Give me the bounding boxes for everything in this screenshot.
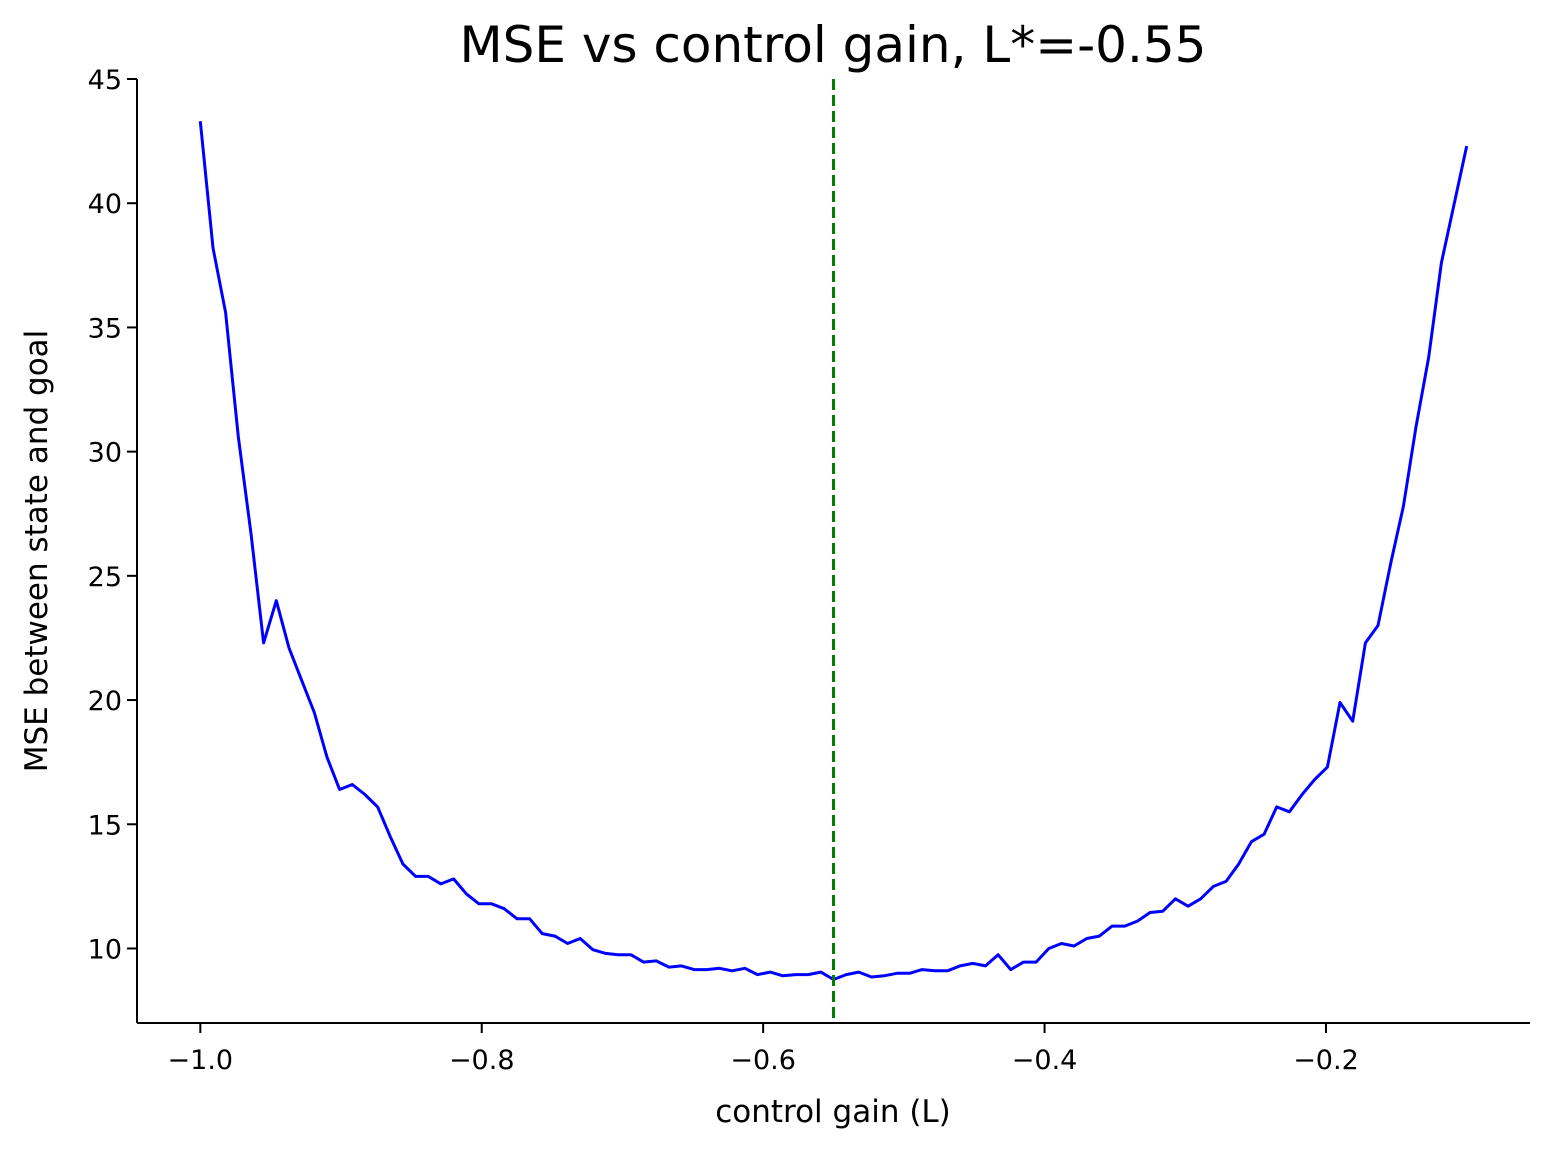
x-tick-label: −0.8 (449, 1045, 515, 1076)
y-tick-label: 40 (88, 189, 122, 220)
x-tick-label: −0.6 (730, 1045, 796, 1076)
y-tick-label: 45 (88, 65, 122, 96)
y-tick-label: 20 (88, 686, 122, 717)
plot-area (198, 79, 1469, 1023)
y-tick-label: 25 (88, 562, 122, 593)
x-tick-label: −1.0 (168, 1045, 234, 1076)
y-axis: 10 15 20 25 30 35 40 45 (88, 65, 137, 965)
chart-title: MSE vs control gain, L*=-0.55 (460, 16, 1207, 74)
y-tick-label: 10 (88, 934, 122, 965)
x-axis-label: control gain (L) (715, 1094, 951, 1130)
y-axis-label: MSE between state and goal (19, 330, 55, 773)
x-tick-label: −0.4 (1012, 1045, 1078, 1076)
x-axis: −1.0 −0.8 −0.6 −0.4 −0.2 (168, 1023, 1359, 1076)
y-tick-label: 35 (88, 313, 122, 344)
y-tick-label: 30 (88, 438, 122, 469)
y-tick-label: 15 (88, 810, 122, 841)
x-tick-label: −0.2 (1293, 1045, 1359, 1076)
mse-line-series (198, 121, 1469, 981)
